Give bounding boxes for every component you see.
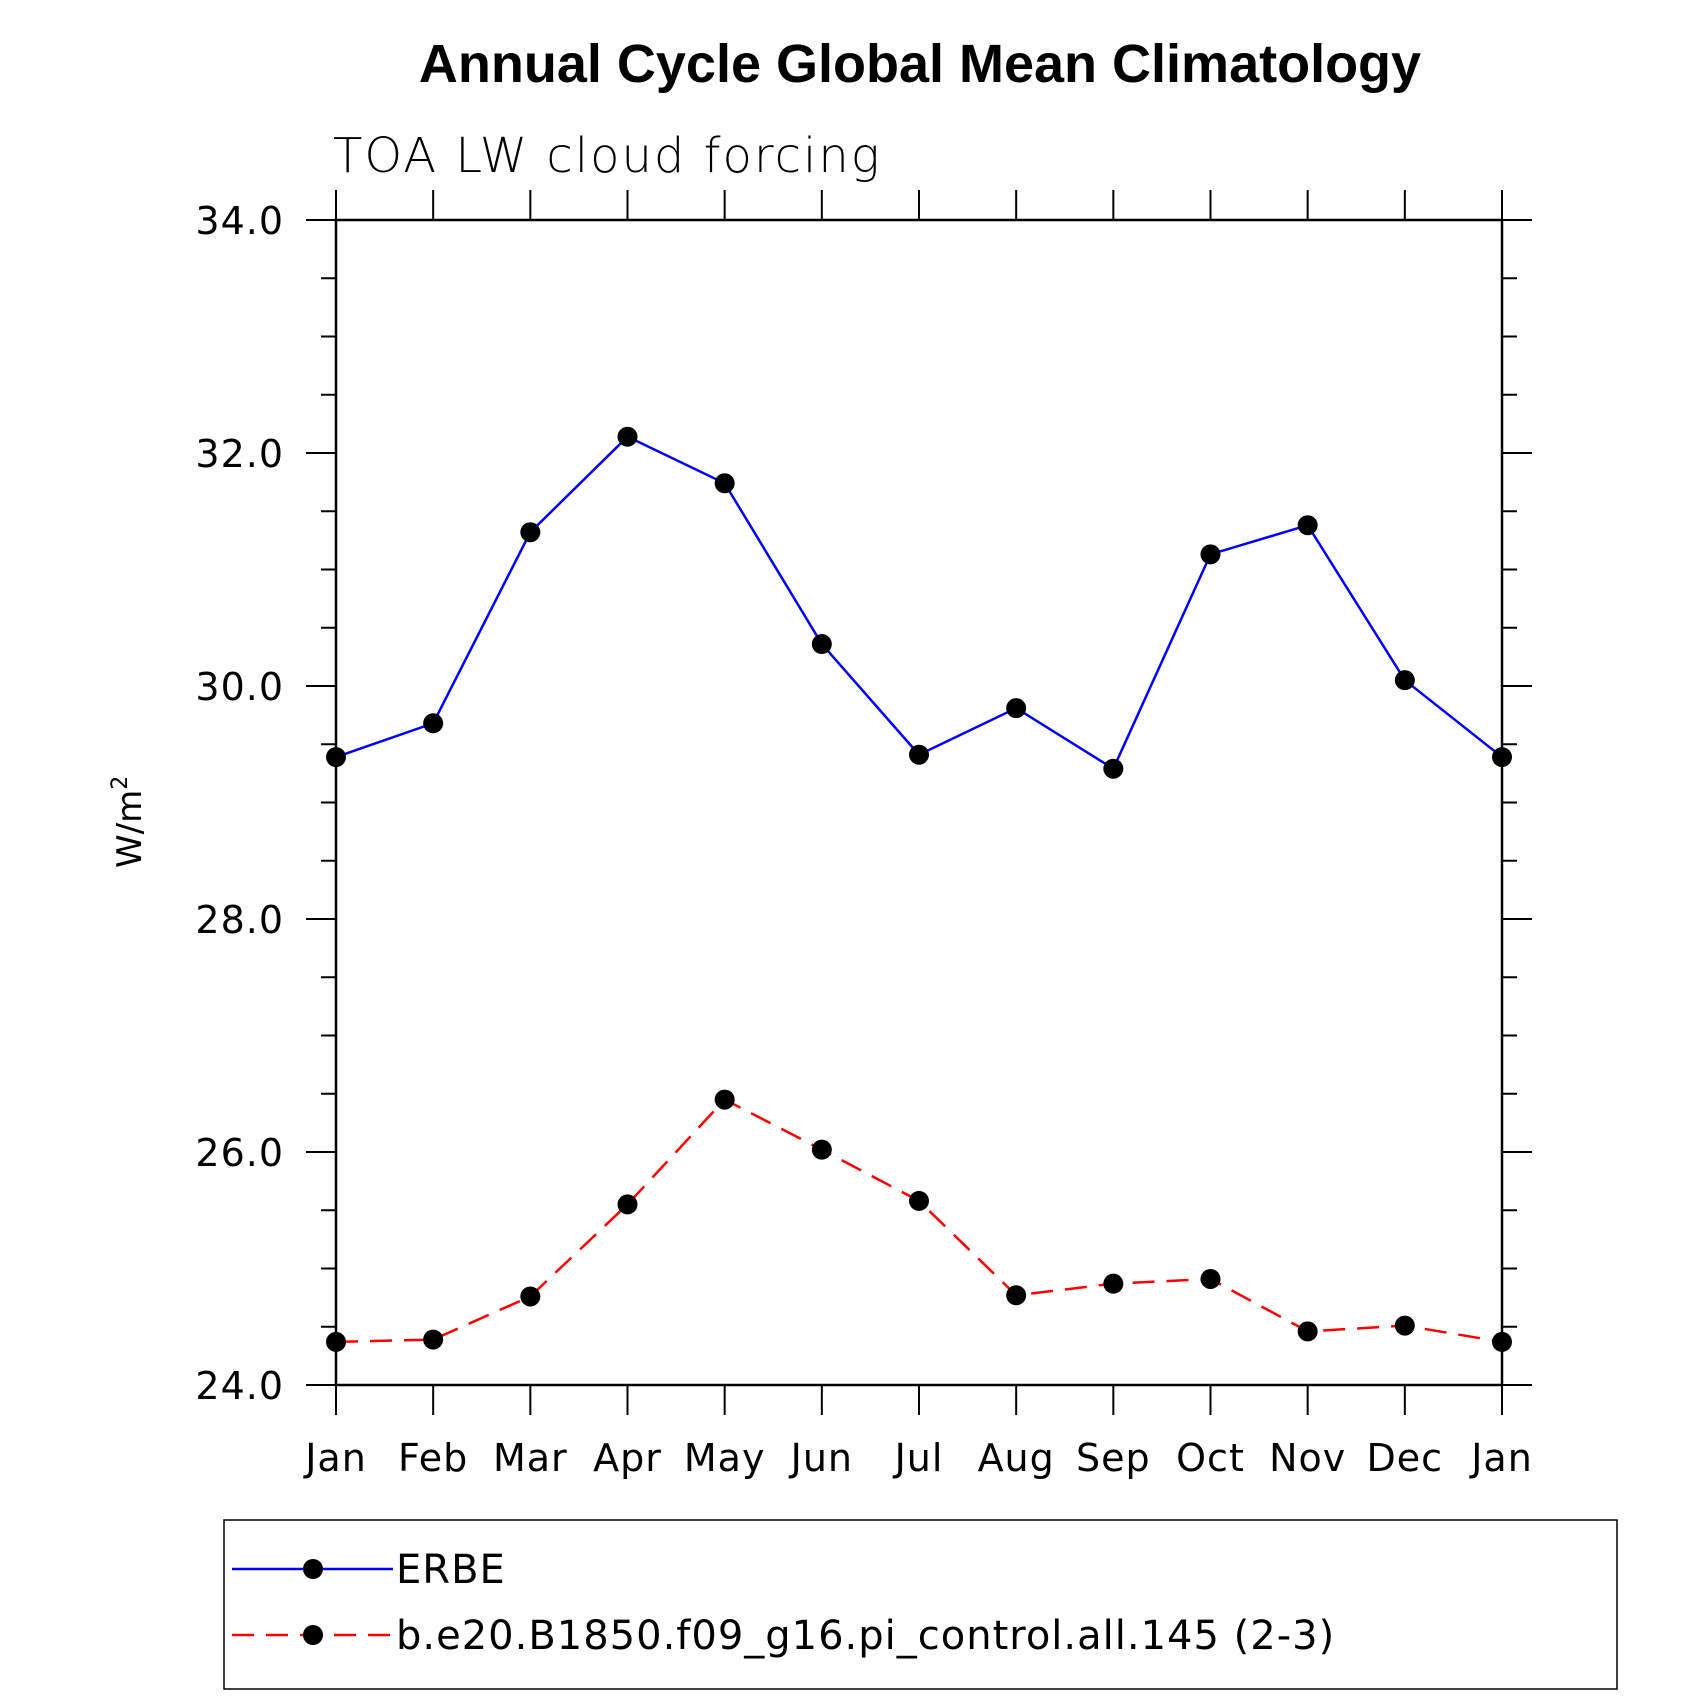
chart-subtitle: TOA LW cloud forcing	[333, 128, 882, 184]
chart-title: Annual Cycle Global Mean Climatology	[419, 34, 1421, 94]
data-point	[1394, 670, 1415, 691]
data-point	[1297, 515, 1318, 536]
legend: ERBE b.e20.B1850.f09_g16.pi_control.all.1…	[223, 1519, 1618, 1690]
data-point	[520, 522, 541, 543]
data-point	[714, 1089, 735, 1110]
data-point	[1492, 1331, 1512, 1352]
x-tick-label: Nov	[1269, 1436, 1346, 1480]
data-point	[1492, 747, 1512, 768]
x-tick-label: Feb	[398, 1436, 468, 1480]
y-tick-label: 32.0	[195, 432, 284, 476]
x-tick-label: Apr	[593, 1436, 662, 1480]
data-point	[811, 634, 832, 655]
y-tick-label: 34.0	[195, 199, 284, 243]
x-tick-label: Jan	[303, 1436, 367, 1480]
data-point	[520, 1286, 541, 1307]
data-point	[714, 473, 735, 494]
x-tick-label: Jan	[1469, 1436, 1533, 1480]
data-point	[423, 1329, 444, 1350]
data-point	[617, 426, 638, 447]
plot-axes: 24.0 26.0 28.0 30.0 32.0 34.0 Jan Feb Mar Apr May J…	[195, 190, 1532, 1480]
data-point	[1103, 758, 1124, 779]
y-tick-label: 28.0	[195, 898, 284, 942]
data-point	[1200, 544, 1221, 565]
data-point	[326, 747, 346, 768]
y-tick-label: 24.0	[195, 1364, 284, 1408]
y-tick-label: 26.0	[195, 1131, 284, 1175]
y-tick-label: 30.0	[195, 665, 284, 709]
data-point	[909, 1190, 929, 1211]
data-point	[1200, 1268, 1221, 1289]
legend-box	[223, 1519, 1618, 1690]
y-axis-label: W/m2	[108, 776, 150, 868]
series-2	[326, 1089, 1512, 1352]
legend-marker	[303, 1559, 323, 1579]
legend-label: b.e20.B1850.f09_g16.pi_control.all.145 (…	[396, 1613, 1335, 1659]
data-point	[909, 744, 929, 765]
data-point	[423, 713, 444, 734]
legend-item: ERBE	[232, 1547, 506, 1593]
x-tick-label: Oct	[1176, 1436, 1245, 1480]
series-line	[335, 435, 1503, 771]
legend-label: ERBE	[396, 1547, 506, 1593]
data-point	[1103, 1273, 1124, 1294]
data-point	[1394, 1315, 1415, 1336]
data-point	[811, 1139, 832, 1160]
x-tick-label: Mar	[493, 1436, 568, 1480]
x-tick-label: Dec	[1367, 1436, 1444, 1480]
series-line	[335, 1098, 1503, 1344]
legend-item: b.e20.B1850.f09_g16.pi_control.all.145 (…	[232, 1613, 1335, 1659]
data-point	[617, 1194, 638, 1215]
legend-marker	[303, 1625, 323, 1645]
x-tick-label: Aug	[978, 1436, 1055, 1480]
x-tick-label: Sep	[1076, 1436, 1151, 1480]
series-1	[326, 426, 1512, 779]
data-point	[326, 1331, 346, 1352]
data-point	[1297, 1321, 1318, 1342]
x-tick-label: Jun	[789, 1436, 853, 1480]
x-tick-label: Jul	[893, 1436, 944, 1480]
data-point	[1006, 1285, 1027, 1306]
series-layer	[326, 426, 1512, 1352]
x-tick-label: May	[684, 1436, 766, 1480]
data-point	[1006, 698, 1027, 719]
